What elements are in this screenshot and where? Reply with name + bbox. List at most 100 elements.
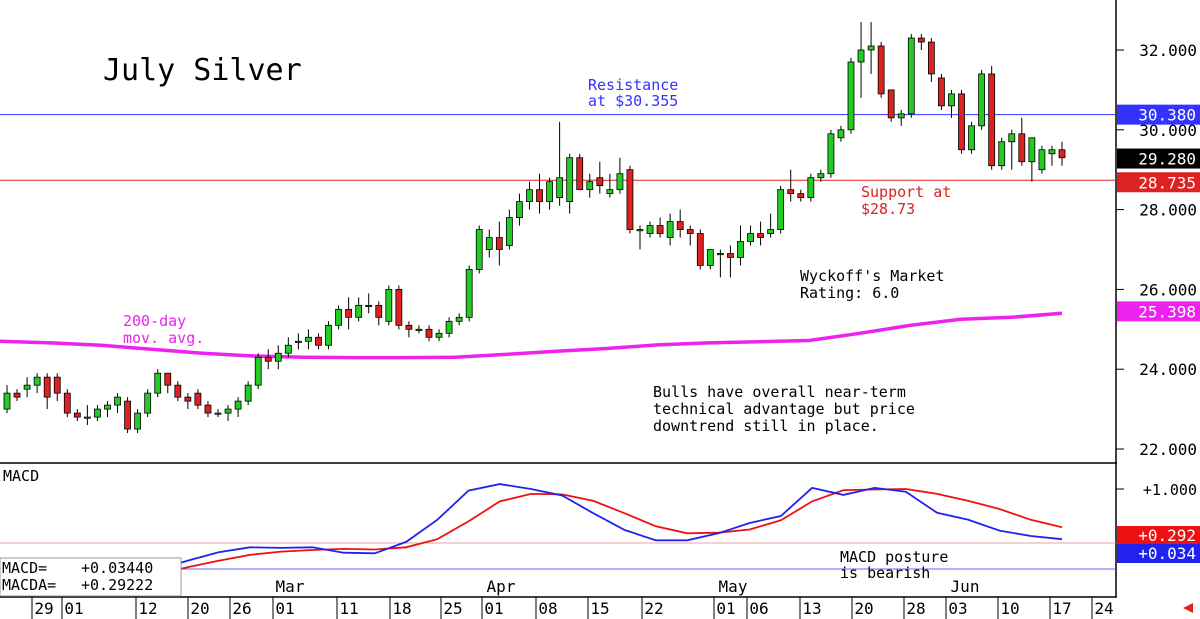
- date-tick-label: 24: [1094, 599, 1113, 618]
- candle-body: [666, 221, 674, 238]
- price-tick-label: 26.000: [1139, 280, 1197, 299]
- candle-body: [375, 304, 383, 318]
- ma-label-line2: mov. avg.: [123, 329, 204, 347]
- candle-body: [636, 229, 644, 232]
- candle-body: [817, 173, 825, 179]
- macd-comment-line2: is bearish: [840, 564, 930, 582]
- candle-body: [616, 173, 624, 191]
- month-label: Jun: [951, 577, 980, 596]
- date-tick-label: 17: [1052, 599, 1071, 618]
- candle-body: [958, 93, 965, 151]
- candle-body: [877, 45, 885, 95]
- macda-tag-text: +0.292: [1138, 526, 1196, 545]
- candle-body: [194, 392, 202, 406]
- candle-body: [204, 404, 212, 414]
- candle-body: [315, 336, 322, 346]
- macd-comment-line1: MACD posture: [840, 548, 948, 566]
- date-tick-label: 20: [854, 599, 873, 618]
- candle-body: [294, 340, 302, 343]
- candle-body: [254, 356, 262, 386]
- candle-body: [626, 169, 634, 230]
- macda-readout-value: +0.29222: [81, 576, 153, 594]
- rating-label-line2: Rating: 6.0: [800, 284, 899, 302]
- candle-body: [536, 189, 543, 203]
- price-tick-label: 22.000: [1139, 440, 1197, 459]
- date-tick-label: 15: [590, 599, 609, 618]
- date-tick-label: 01: [275, 599, 294, 618]
- support-price-tag: 28.735: [1117, 172, 1200, 193]
- candle-body: [43, 376, 51, 398]
- macd-value-tag: +0.034: [1117, 544, 1200, 563]
- candle-body: [727, 253, 734, 258]
- date-axis: 29 01 12 20 26 01 11 18 25 01 08 15 22 01 06 13 20 28 03 10…: [31, 577, 1114, 619]
- candle-body: [184, 396, 192, 402]
- candle-body: [284, 344, 292, 354]
- candle-body: [274, 352, 282, 362]
- ma-label-line1: 200-day: [123, 312, 186, 330]
- macd-readout-box: [0, 557, 182, 597]
- moving-average-200-line: [0, 311, 1063, 360]
- month-label: Apr: [487, 577, 516, 596]
- macd-tag-text: +0.034: [1138, 544, 1196, 563]
- resistance-tag-box: [1117, 104, 1200, 125]
- candle-body: [656, 225, 664, 234]
- date-tick-label: 12: [138, 599, 157, 618]
- candle-body: [556, 177, 564, 199]
- candle-body: [214, 412, 222, 415]
- candle-body: [465, 269, 473, 318]
- candle-body: [998, 141, 1006, 167]
- candle-body: [33, 376, 41, 386]
- candle-body: [867, 45, 875, 51]
- candle-body: [415, 328, 423, 331]
- last-price-tag: 29.280: [1117, 148, 1200, 169]
- candle-body: [104, 404, 111, 410]
- candle-body: [505, 217, 513, 246]
- date-tick-label: 10: [1000, 599, 1019, 618]
- candle-body: [747, 233, 754, 242]
- candle-body: [94, 408, 101, 418]
- macd-tick-top: +1.000: [1143, 481, 1197, 499]
- resistance-label-line2: at $30.355: [588, 92, 678, 110]
- date-tick-label: 29: [34, 599, 53, 618]
- resistance-tag-text: 30.380: [1138, 106, 1196, 125]
- price-tick-label: 30.000: [1139, 121, 1197, 140]
- candle-body: [757, 233, 764, 238]
- candle-body: [737, 241, 744, 258]
- candle-body: [807, 177, 815, 199]
- date-tick-label: 08: [538, 599, 557, 618]
- candle-body: [114, 396, 121, 406]
- candle-body: [938, 77, 945, 107]
- candle-body: [887, 89, 895, 119]
- comment-line1: Bulls have overall near-term: [653, 383, 906, 401]
- date-tick-label: 18: [392, 599, 411, 618]
- date-tick-label: 20: [190, 599, 209, 618]
- support-label-line1: Support at: [861, 183, 951, 201]
- macd-readout: MACD= +0.03440 MACDA= +0.29222: [0, 557, 182, 597]
- candle-body: [847, 61, 855, 131]
- last-price-tag-box: [1117, 148, 1200, 169]
- scroll-left-arrow-icon[interactable]: [1183, 603, 1193, 613]
- candle-body: [23, 384, 31, 390]
- date-tick-label: 06: [749, 599, 768, 618]
- date-tick-label: 01: [484, 599, 503, 618]
- candle-body: [716, 253, 724, 256]
- date-tick-label: 11: [339, 599, 358, 618]
- candle-body: [345, 308, 353, 318]
- candle-body: [365, 304, 373, 307]
- candle-body: [546, 181, 553, 203]
- candle-body: [1038, 149, 1046, 171]
- comment-line2: technical advantage but price: [653, 400, 915, 418]
- candle-body: [495, 237, 503, 250]
- candle-body: [968, 125, 975, 151]
- candle-body: [305, 336, 312, 342]
- candle-body: [696, 233, 704, 266]
- candle-body: [917, 37, 925, 43]
- candle-body: [435, 332, 443, 338]
- candle-body: [244, 384, 252, 402]
- candle-body: [897, 113, 905, 119]
- candle-body: [335, 308, 342, 326]
- date-tick-label: 28: [906, 599, 925, 618]
- candle-body: [234, 400, 242, 410]
- price-tick-label: 28.000: [1139, 201, 1197, 220]
